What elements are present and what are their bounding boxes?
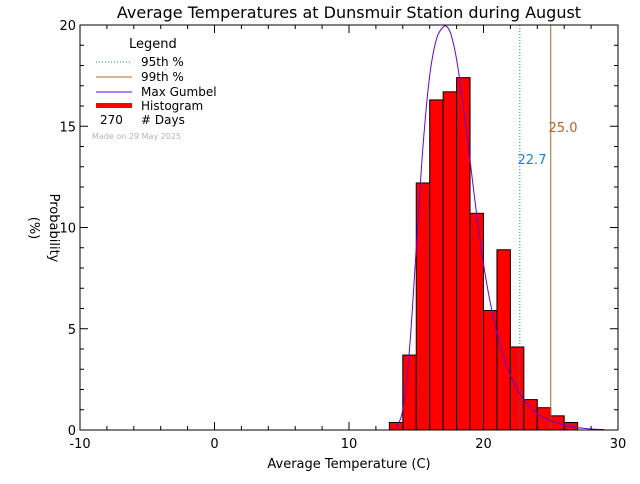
x-tick-label: 10 (341, 437, 358, 452)
histogram-bar (456, 77, 471, 431)
x-tick-label: -10 (69, 437, 90, 452)
legend: Legend 95th % 99th % Max Gumbel Histogra… (92, 37, 217, 141)
legend-day-count: 270 (100, 113, 123, 127)
legend-label-histogram: Histogram (141, 99, 203, 113)
histogram-bar (442, 91, 458, 431)
y-axis-ticks: 0 5 10 15 20 (59, 19, 618, 439)
made-on-note: Made on 29 May 2025 (92, 132, 181, 141)
y-axis-unit: (%) (26, 217, 41, 240)
x-tick-label: 0 (210, 437, 218, 452)
max-gumbel-curve (395, 25, 605, 431)
histogram-bar (523, 399, 538, 431)
histogram-bar (469, 212, 484, 431)
x-axis-label: Average Temperature (C) (267, 457, 430, 472)
y-tick-label: 15 (59, 120, 76, 135)
percentile-95-label: 22.7 (518, 153, 547, 168)
legend-day-count-label: # Days (141, 113, 185, 127)
legend-label-gumbel: Max Gumbel (141, 85, 217, 99)
percentile-99-label: 25.0 (549, 121, 578, 136)
chart-title: Average Temperatures at Dunsmuir Station… (117, 3, 581, 22)
legend-label-99th: 99th % (141, 70, 184, 84)
histogram-bar (388, 422, 404, 431)
percentile-lines (519, 25, 552, 430)
legend-swatch-histogram (96, 103, 132, 108)
y-tick-label: 10 (59, 222, 76, 237)
legend-title: Legend (129, 37, 177, 52)
y-tick-label: 20 (59, 19, 76, 34)
histogram-bar (483, 310, 498, 431)
histogram-bar (536, 407, 552, 431)
y-tick-label: 5 (68, 323, 76, 338)
legend-label-95th: 95th % (141, 55, 184, 69)
x-tick-label: 30 (610, 437, 627, 452)
y-axis-label: Probability (46, 194, 61, 263)
histogram-bar (429, 99, 444, 431)
y-tick-label: 0 (68, 424, 76, 439)
x-tick-label: 20 (475, 437, 492, 452)
x-axis-ticks: -10 0 10 20 30 (69, 25, 626, 452)
